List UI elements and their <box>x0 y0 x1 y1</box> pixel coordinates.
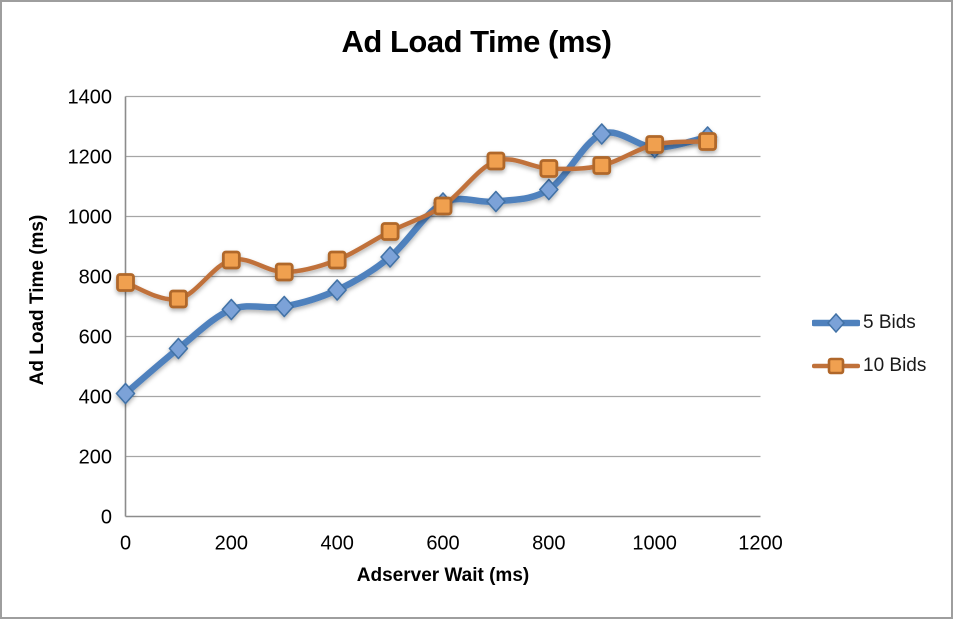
series-10-bids <box>116 132 717 309</box>
series-marker-square <box>645 135 665 154</box>
series-marker-square <box>116 273 135 292</box>
legend-marker-diamond <box>826 312 846 334</box>
x-tick-label: 1000 <box>632 533 677 555</box>
y-axis-title: Ad Load Time (ms) <box>27 214 48 386</box>
series-marker-square <box>433 196 453 216</box>
chart-title: Ad Load Time (ms) <box>341 24 612 59</box>
series-marker-square <box>539 159 559 178</box>
legend-item-10-bids: 10 Bids <box>812 353 926 379</box>
x-tick-label: 0 <box>120 533 131 555</box>
series-marker-diamond <box>327 279 347 301</box>
series-marker-square <box>380 222 400 241</box>
series-marker-diamond <box>539 178 559 201</box>
legend-label: 10 Bids <box>863 355 927 376</box>
legend-marker-square <box>827 357 845 375</box>
x-tick-label: 1200 <box>738 533 783 555</box>
series-marker-diamond <box>168 337 189 360</box>
y-tick-label: 0 <box>101 507 112 529</box>
y-tick-label: 400 <box>79 387 112 409</box>
x-tick-label: 600 <box>426 533 459 555</box>
line-square-marker-icon <box>812 357 860 375</box>
line-diamond-marker-icon <box>812 312 860 334</box>
series-marker-square <box>327 250 347 270</box>
legend-label: 5 Bids <box>863 312 916 333</box>
series-5-bids <box>115 123 718 405</box>
series-line <box>123 139 710 302</box>
series-marker-diamond <box>380 246 400 268</box>
legend: 5 Bids 10 Bids <box>812 310 926 396</box>
y-tick-label: 1000 <box>68 207 113 229</box>
series-marker-square <box>274 262 294 282</box>
y-tick-label: 200 <box>79 447 112 469</box>
series-marker-diamond <box>221 298 242 321</box>
series-line <box>122 129 711 397</box>
series-marker-diamond <box>486 190 506 213</box>
series-marker-square <box>592 156 612 175</box>
series-marker-diamond <box>591 123 612 145</box>
y-tick-label: 600 <box>79 327 112 349</box>
x-axis-title: Adserver Wait (ms) <box>356 565 530 586</box>
series-marker-diamond <box>274 295 295 318</box>
series-marker-square <box>221 250 241 270</box>
series-marker-diamond <box>115 382 136 405</box>
series-marker-square <box>486 151 506 171</box>
y-tick-label: 1400 <box>68 87 113 109</box>
y-tick-label: 1200 <box>68 147 113 169</box>
series-marker-square <box>169 289 188 309</box>
legend-item-5-bids: 5 Bids <box>812 310 926 336</box>
series-marker-square <box>698 132 717 151</box>
x-tick-label: 400 <box>320 533 353 555</box>
x-tick-label: 800 <box>532 533 565 555</box>
y-tick-label: 800 <box>79 267 112 289</box>
x-tick-label: 200 <box>215 533 248 555</box>
